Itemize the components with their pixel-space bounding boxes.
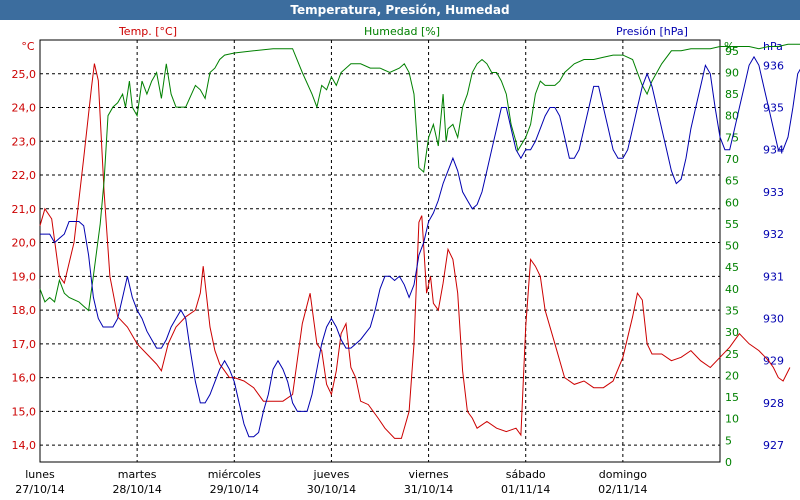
- pressure-tick-label: 936: [763, 59, 784, 72]
- humidity-tick-label: 65: [725, 175, 739, 188]
- x-axis-ticks: lunes 27/10/14 martes 28/10/14 miércoles 29/1…: [15, 468, 647, 496]
- temperature-tick-label: 16,0: [12, 372, 37, 385]
- temperature-unit: °C: [21, 40, 35, 53]
- plot-frame: [39, 39, 721, 463]
- humidity-tick-label: 80: [725, 110, 739, 123]
- temperature-axis-label: Temp. [°C]: [118, 25, 177, 38]
- humidity-tick-label: 70: [725, 153, 739, 166]
- temperature-tick-label: 23,0: [12, 135, 37, 148]
- humidity-tick-label: 0: [725, 456, 732, 469]
- temperature-axis-ticks: 25,0 24,0 23,0 22,0 21,0 20,0 19,0 18,0 17,0 16,0…: [12, 68, 37, 452]
- pressure-tick-label: 929: [763, 355, 784, 368]
- humidity-tick-label: 95: [725, 45, 739, 58]
- temperature-tick-label: 24,0: [12, 102, 37, 115]
- pressure-series-line: [40, 55, 800, 438]
- pressure-tick-label: 933: [763, 186, 784, 199]
- chart-title: Temperatura, Presión, Humedad: [0, 0, 800, 20]
- pressure-tick-label: 935: [763, 102, 784, 115]
- x-tick-date: 29/10/14: [210, 483, 259, 496]
- pressure-tick-label: 934: [763, 144, 784, 157]
- grid-lines: [40, 40, 720, 462]
- humidity-tick-label: 55: [725, 218, 739, 231]
- humidity-tick-label: 40: [725, 283, 739, 296]
- x-tick-day: domingo: [599, 468, 647, 481]
- humidity-tick-label: 35: [725, 305, 739, 318]
- x-tick-date: 27/10/14: [15, 483, 64, 496]
- temperature-tick-label: 18,0: [12, 304, 37, 317]
- humidity-tick-label: 85: [725, 88, 739, 101]
- humidity-tick-label: 10: [725, 413, 739, 426]
- x-tick-day: lunes: [25, 468, 55, 481]
- x-tick-date: 01/11/14: [501, 483, 550, 496]
- temperature-tick-label: 21,0: [12, 203, 37, 216]
- humidity-series-line: [39, 43, 800, 312]
- humidity-tick-label: 45: [725, 261, 739, 274]
- x-tick-day: sábado: [506, 468, 546, 481]
- x-tick-day: viernes: [409, 468, 449, 481]
- pressure-tick-label: 932: [763, 228, 784, 241]
- temperature-tick-label: 20,0: [12, 237, 37, 250]
- temperature-tick-label: 19,0: [12, 270, 37, 283]
- humidity-tick-label: 15: [725, 391, 739, 404]
- temperature-tick-label: 15,0: [12, 405, 37, 418]
- x-tick-date: 30/10/14: [307, 483, 356, 496]
- humidity-tick-label: 90: [725, 66, 739, 79]
- humidity-tick-label: 25: [725, 348, 739, 361]
- x-tick-date: 31/10/14: [404, 483, 453, 496]
- temperature-tick-label: 17,0: [12, 338, 37, 351]
- x-tick-day: jueves: [313, 468, 350, 481]
- x-tick-date: 28/10/14: [112, 483, 161, 496]
- pressure-axis-label: Presión [hPa]: [616, 25, 688, 38]
- pressure-tick-label: 930: [763, 313, 784, 326]
- temperature-tick-label: 22,0: [12, 169, 37, 182]
- x-tick-day: martes: [118, 468, 157, 481]
- pressure-tick-label: 931: [763, 270, 784, 283]
- pressure-axis-ticks: 936 935 934 933 932 931 930 929 928 927: [763, 59, 784, 452]
- humidity-tick-label: 50: [725, 240, 739, 253]
- humidity-tick-label: 60: [725, 196, 739, 209]
- temperature-tick-label: 25,0: [12, 68, 37, 81]
- pressure-tick-label: 928: [763, 397, 784, 410]
- x-tick-date: 02/11/14: [598, 483, 647, 496]
- humidity-tick-label: 5: [725, 434, 732, 447]
- humidity-axis-label: Humedad [%]: [364, 25, 440, 38]
- temperature-series-line: [39, 63, 791, 439]
- humidity-tick-label: 20: [725, 369, 739, 382]
- x-tick-day: miércoles: [208, 468, 261, 481]
- pressure-tick-label: 927: [763, 439, 784, 452]
- humidity-tick-label: 30: [725, 326, 739, 339]
- series-lines: [39, 43, 800, 439]
- temperature-tick-label: 14,0: [12, 439, 37, 452]
